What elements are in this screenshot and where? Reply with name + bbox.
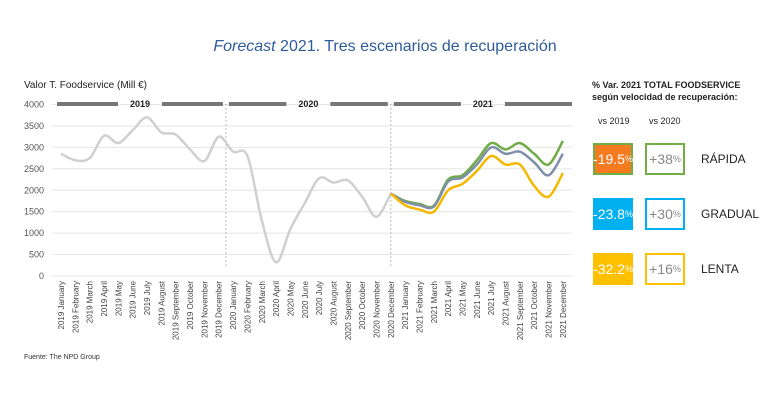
x-tick-label: 2019 November	[200, 281, 209, 338]
x-tick-label: 2019 February	[71, 281, 80, 333]
x-tick-label: 2020 October	[358, 281, 367, 330]
year-band-label: 2019	[130, 99, 150, 109]
y-tick-label: 1000	[24, 228, 44, 238]
vs2020-box: +30%	[645, 198, 685, 230]
x-tick-label: 2019 September	[172, 281, 181, 340]
x-tick-label: 2020 August	[329, 280, 338, 325]
y-tick-label: 1500	[24, 207, 44, 217]
scenario-label: LENTA	[701, 262, 739, 276]
x-tick-label: 2020 April	[272, 281, 281, 317]
x-tick-label: 2019 May	[114, 281, 123, 316]
x-tick-label: 2020 May	[286, 281, 295, 316]
y-tick-label: 500	[29, 250, 44, 260]
panel-title-2: según velocidad de recuperación:	[592, 92, 738, 102]
x-tick-label: 2021 June	[473, 280, 482, 318]
x-tick-label: 2021 March	[430, 281, 439, 323]
x-tick-label: 2020 February	[243, 281, 252, 333]
x-tick-label: 2021 August	[502, 280, 511, 325]
x-tick-label: 2019 June	[129, 280, 138, 318]
y-tick-label: 2500	[24, 164, 44, 174]
y-tick-label: 0	[39, 271, 44, 281]
x-tick-label: 2020 July	[315, 281, 324, 315]
x-tick-label: 2021 January	[401, 281, 410, 329]
x-tick-label: 2021 February	[416, 281, 425, 333]
x-tick-label: 2020 September	[344, 281, 353, 340]
y-axis-label: Valor T. Foodservice (Mill €)	[24, 80, 147, 91]
vs2020-box: +38%	[645, 143, 685, 175]
y-tick-label: 3000	[24, 142, 44, 152]
x-tick-label: 2021 October	[530, 281, 539, 330]
source-note: Fuente: The NPD Group	[24, 354, 100, 361]
y-tick-label: 2000	[24, 185, 44, 195]
vs2019-box: -32.2%	[593, 253, 633, 285]
y-tick-label: 3500	[24, 121, 44, 131]
col-vs2020: vs 2020	[649, 116, 681, 126]
series-line-gradual	[390, 145, 564, 210]
vs2019-box: -19.5%	[593, 143, 633, 175]
y-tick-label: 4000	[24, 100, 44, 110]
x-tick-label: 2021 April	[444, 281, 453, 317]
year-band-label: 2020	[298, 99, 318, 109]
scenario-label: RÁPIDA	[701, 152, 746, 166]
x-tick-label: 2019 April	[100, 281, 109, 317]
x-tick-label: 2021 November	[545, 281, 554, 338]
scenario-label: GRADUAL	[701, 207, 760, 221]
x-tick-label: 2019 July	[143, 281, 152, 315]
panel-title-1: % Var. 2021 TOTAL FOODSERVICE	[592, 80, 741, 90]
x-tick-label: 2019 August	[157, 280, 166, 325]
x-tick-label: 2019 October	[186, 281, 195, 330]
col-vs2019: vs 2019	[598, 116, 630, 126]
x-tick-label: 2019 January	[57, 281, 66, 329]
x-tick-label: 2020 November	[372, 281, 381, 338]
series-line-histórico	[60, 116, 392, 264]
x-tick-label: 2019 March	[86, 281, 95, 323]
x-tick-label: 2020 March	[258, 281, 267, 323]
x-tick-label: 2019 December	[215, 281, 224, 338]
series-line-rápida	[390, 140, 564, 209]
x-tick-label: 2021 July	[487, 281, 496, 315]
vs2019-box: -23.8%	[593, 198, 633, 230]
x-tick-label: 2021 December	[559, 281, 568, 338]
x-tick-label: 2020 January	[229, 281, 238, 329]
year-band-label: 2021	[473, 99, 493, 109]
x-tick-label: 2021 May	[459, 281, 468, 316]
x-tick-label: 2020 June	[301, 280, 310, 318]
series-line-lenta	[390, 154, 564, 215]
x-tick-label: 2021 September	[516, 281, 525, 340]
x-tick-label: 2020 December	[387, 281, 396, 338]
chart-title: Forecast 2021. Tres escenarios de recupe…	[213, 38, 557, 55]
vs2020-box: +16%	[645, 253, 685, 285]
